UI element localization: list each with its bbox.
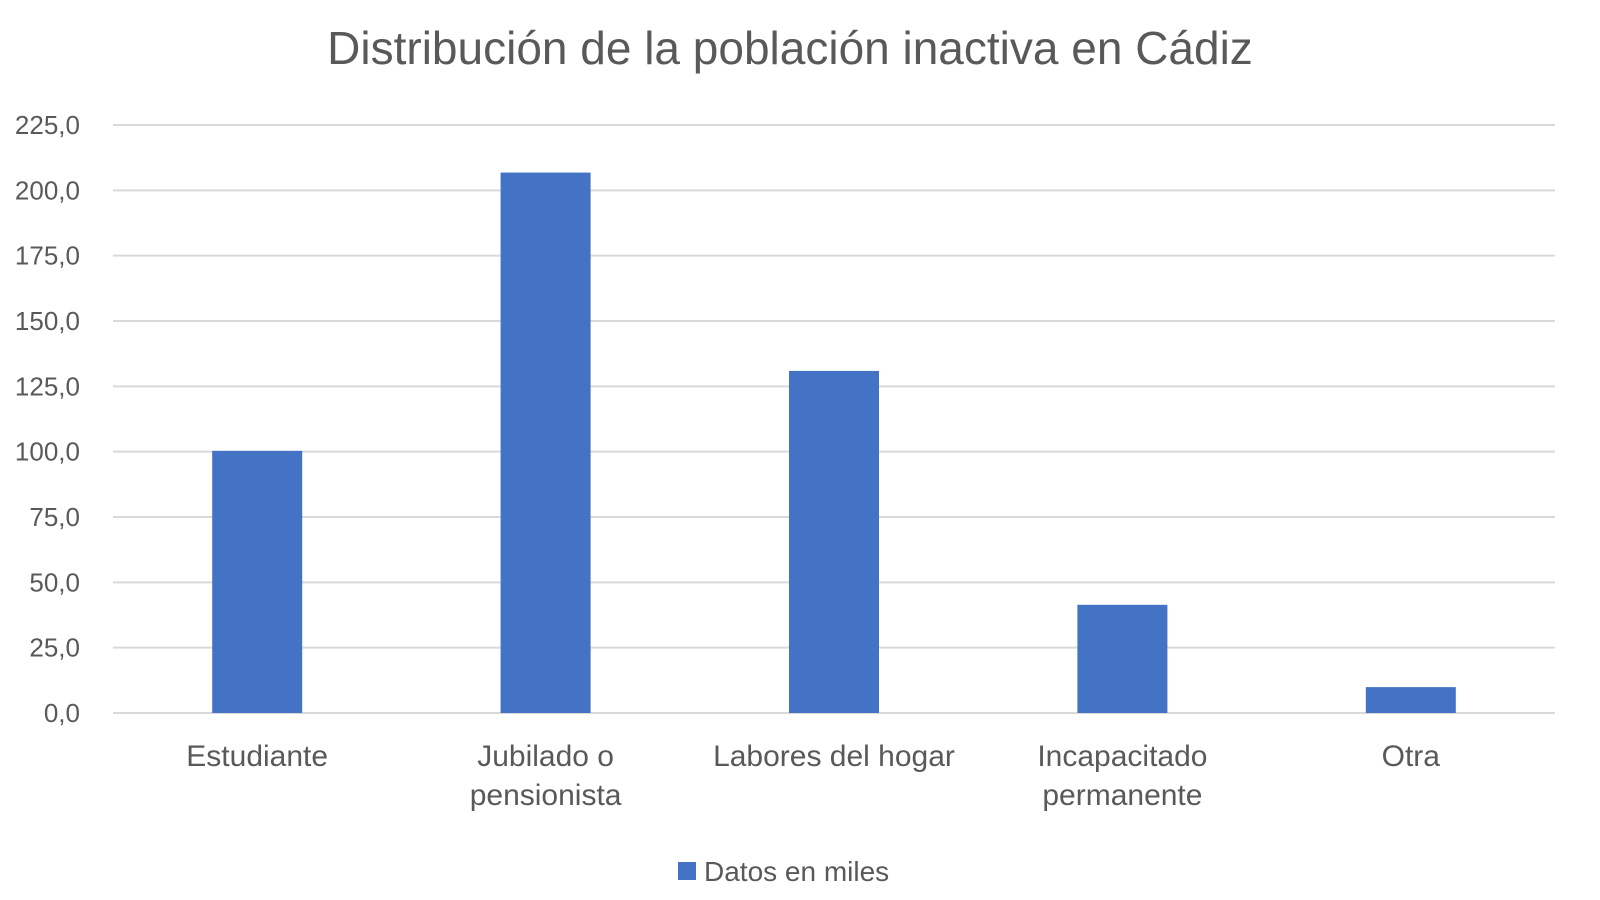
y-tick-label: 25,0	[29, 633, 80, 663]
x-category-label: Labores del hogar	[713, 740, 955, 773]
y-axis-ticks: 0,0 25,0 50,0 75,0 100,0 125,0 150,0 175,0 200,0…	[15, 110, 80, 728]
x-category-label: Jubilado o	[477, 740, 614, 773]
y-tick-label: 225,0	[15, 110, 80, 140]
bar	[1077, 604, 1168, 713]
bar	[1365, 687, 1456, 713]
legend: Datos en miles	[678, 856, 889, 887]
x-category-label: Otra	[1382, 740, 1441, 773]
x-category-label: Estudiante	[186, 740, 328, 773]
x-category-label: pensionista	[470, 779, 622, 812]
y-tick-label: 75,0	[29, 502, 80, 532]
y-tick-label: 200,0	[15, 175, 80, 205]
x-category-label: Incapacitado	[1037, 740, 1207, 773]
y-tick-label: 175,0	[15, 241, 80, 271]
y-tick-label: 125,0	[15, 371, 80, 401]
y-tick-label: 150,0	[15, 306, 80, 336]
y-tick-label: 50,0	[29, 567, 80, 597]
bar	[500, 172, 591, 713]
x-category-label: permanente	[1042, 779, 1202, 812]
x-axis-labels: Estudiante Jubilado o pensionista Labores d…	[186, 740, 1440, 812]
legend-label: Datos en miles	[704, 856, 889, 887]
chart-title: Distribución de la población inactiva en…	[327, 22, 1253, 74]
bar	[789, 370, 879, 713]
bars	[212, 172, 1456, 713]
legend-swatch	[678, 862, 696, 880]
bar	[212, 450, 303, 713]
y-tick-label: 0,0	[44, 698, 80, 728]
y-tick-label: 100,0	[15, 437, 80, 467]
